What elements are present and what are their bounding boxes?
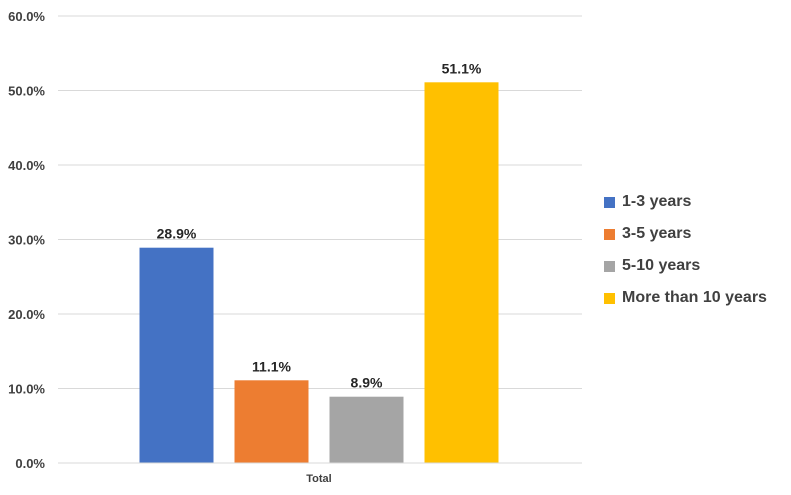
legend: 1-3 years 3-5 years 5-10 years More than… bbox=[604, 186, 767, 314]
data-label: 28.9% bbox=[157, 226, 197, 242]
legend-label: 5-10 years bbox=[622, 257, 701, 274]
bar-5-10-years bbox=[329, 396, 404, 463]
y-tick-label: 40.0% bbox=[8, 158, 45, 173]
data-label: 8.9% bbox=[351, 375, 383, 391]
legend-item-1-3-years: 1-3 years bbox=[604, 186, 767, 218]
y-tick-label: 0.0% bbox=[15, 456, 45, 471]
bar-1-3-years bbox=[139, 247, 214, 463]
legend-label: 1-3 years bbox=[622, 193, 692, 210]
bar-more-than-10-years bbox=[424, 82, 499, 464]
legend-swatch bbox=[604, 196, 615, 208]
bar-3-5-years bbox=[234, 380, 309, 463]
data-label: 51.1% bbox=[442, 60, 482, 76]
legend-swatch bbox=[604, 228, 615, 240]
legend-item-more-than-10-years: More than 10 years bbox=[604, 282, 767, 314]
y-tick-label: 10.0% bbox=[8, 382, 45, 397]
legend-swatch bbox=[604, 292, 615, 304]
data-labels: 28.9% 11.1% 8.9% 51.1% bbox=[157, 60, 482, 390]
y-tick-label: 60.0% bbox=[8, 9, 45, 24]
category-label: Total bbox=[306, 473, 331, 485]
legend-label: More than 10 years bbox=[622, 289, 767, 306]
gridlines bbox=[58, 15, 582, 389]
y-tick-label: 30.0% bbox=[8, 233, 45, 248]
legend-item-3-5-years: 3-5 years bbox=[604, 218, 767, 250]
bars bbox=[139, 82, 499, 464]
y-tick-label: 20.0% bbox=[8, 307, 45, 322]
legend-item-5-10-years: 5-10 years bbox=[604, 250, 767, 282]
legend-label: 3-5 years bbox=[622, 225, 692, 242]
legend-swatch bbox=[604, 260, 615, 272]
y-tick-label: 50.0% bbox=[8, 84, 45, 99]
y-axis-tick-labels: 0.0% 10.0% 20.0% 30.0% 40.0% 50.0% 60.0% bbox=[8, 9, 45, 471]
data-label: 11.1% bbox=[252, 358, 291, 374]
